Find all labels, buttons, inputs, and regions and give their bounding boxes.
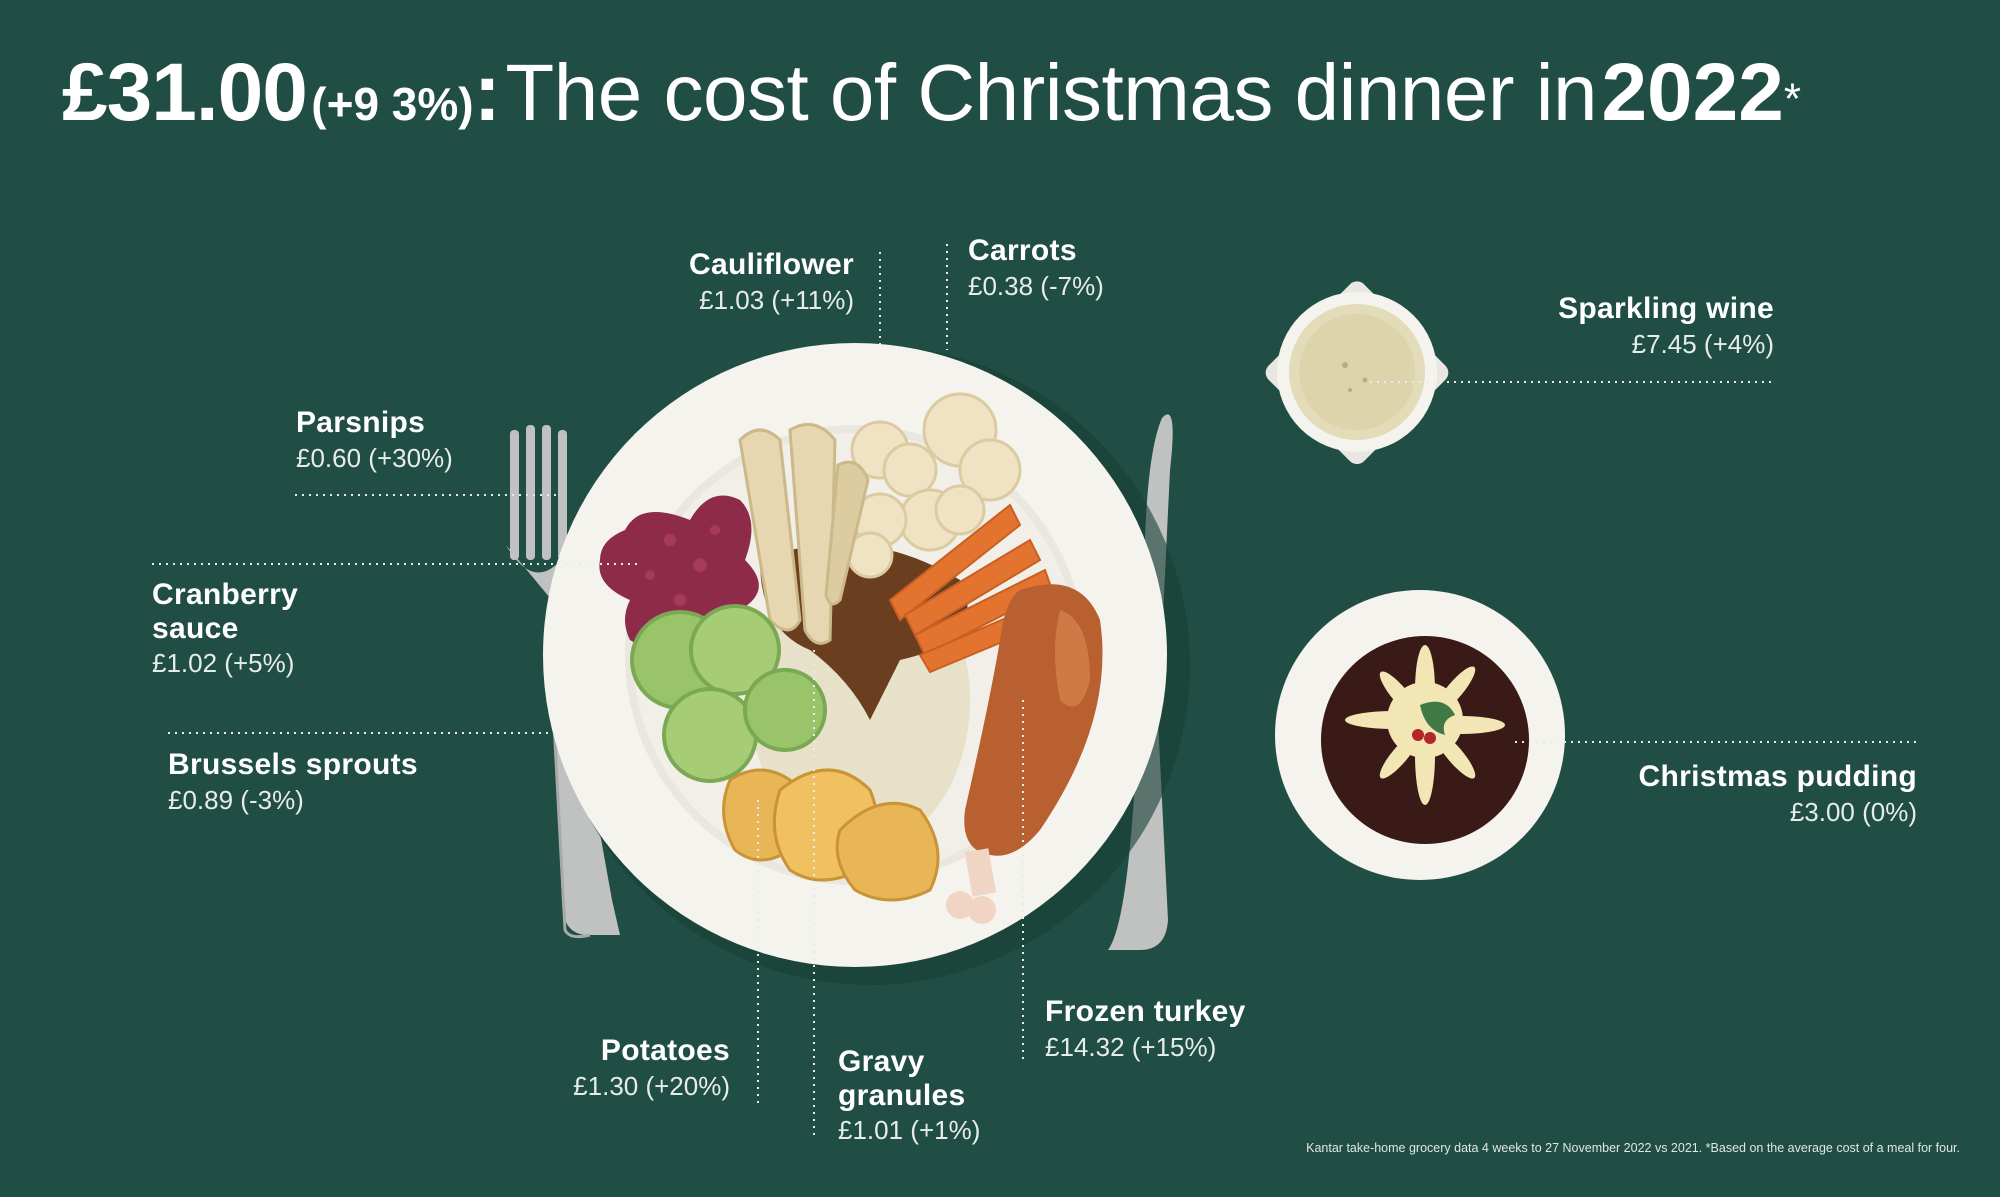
- page-title: £31.00 (+9 3%): The cost of Christmas di…: [62, 52, 1801, 134]
- label-cauliflower: Cauliflower £1.03 (+11%): [689, 248, 854, 315]
- item-name-line1: Gravy: [838, 1045, 925, 1078]
- item-name: Cauliflower: [689, 248, 854, 281]
- item-price: £14.32 (+15%): [1045, 1031, 1217, 1062]
- item-name: Christmas pudding: [1638, 760, 1917, 793]
- item-price: £3.00 (0%): [1789, 796, 1917, 827]
- item-name-line2: granules: [838, 1078, 966, 1112]
- item-price: £0.60 (+30%): [296, 442, 453, 473]
- label-sparkling-wine: Sparkling wine £7.45 (+4%): [1558, 292, 1774, 359]
- label-cranberry-sauce: Cranberry sauce £1.02 (+5%): [152, 578, 298, 678]
- item-name-line2: sauce: [152, 611, 239, 645]
- item-name: Parsnips: [296, 406, 426, 439]
- label-christmas-pudding: Christmas pudding £3.00 (0%): [1639, 760, 1917, 827]
- pudding-bowl-icon: [1275, 590, 1565, 880]
- item-name: Brussels sprouts: [168, 748, 418, 781]
- item-price: £1.02 (+5%): [152, 648, 295, 679]
- title-colon: :: [473, 47, 501, 138]
- item-name: Frozen turkey: [1045, 995, 1246, 1028]
- label-potatoes: Potatoes £1.30 (+20%): [573, 1034, 730, 1101]
- wine-glass-icon: [1265, 281, 1449, 465]
- footnote: Kantar take-home grocery data 4 weeks to…: [1306, 1141, 1960, 1155]
- title-total-price: £31.00: [62, 47, 308, 138]
- label-gravy-granules: Gravy granules £1.01 (+1%): [838, 1045, 980, 1145]
- item-price: £7.45 (+4%): [1631, 328, 1774, 359]
- label-frozen-turkey: Frozen turkey £14.32 (+15%): [1045, 995, 1246, 1062]
- title-total-change: (+9 3%): [311, 78, 474, 130]
- title-year: 2022: [1601, 47, 1784, 138]
- item-name-line1: Cranberry: [152, 578, 299, 611]
- item-name: Carrots: [968, 234, 1077, 267]
- item-name: Potatoes: [600, 1034, 730, 1067]
- food-illustration: [599, 392, 1103, 924]
- item-name: Sparkling wine: [1558, 292, 1774, 325]
- title-text: The cost of Christmas dinner in: [505, 48, 1597, 137]
- label-parsnips: Parsnips £0.60 (+30%): [296, 406, 453, 473]
- item-price: £1.03 (+11%): [699, 284, 854, 315]
- label-carrots: Carrots £0.38 (-7%): [968, 234, 1104, 301]
- item-price: £1.01 (+1%): [838, 1115, 981, 1146]
- leader-lines: [152, 244, 1917, 1140]
- item-price: £0.38 (-7%): [968, 270, 1104, 301]
- title-asterisk: *: [1783, 74, 1801, 124]
- item-price: £1.30 (+20%): [573, 1070, 730, 1101]
- item-price: £0.89 (-3%): [168, 784, 304, 815]
- label-brussels-sprouts: Brussels sprouts £0.89 (-3%): [168, 748, 418, 815]
